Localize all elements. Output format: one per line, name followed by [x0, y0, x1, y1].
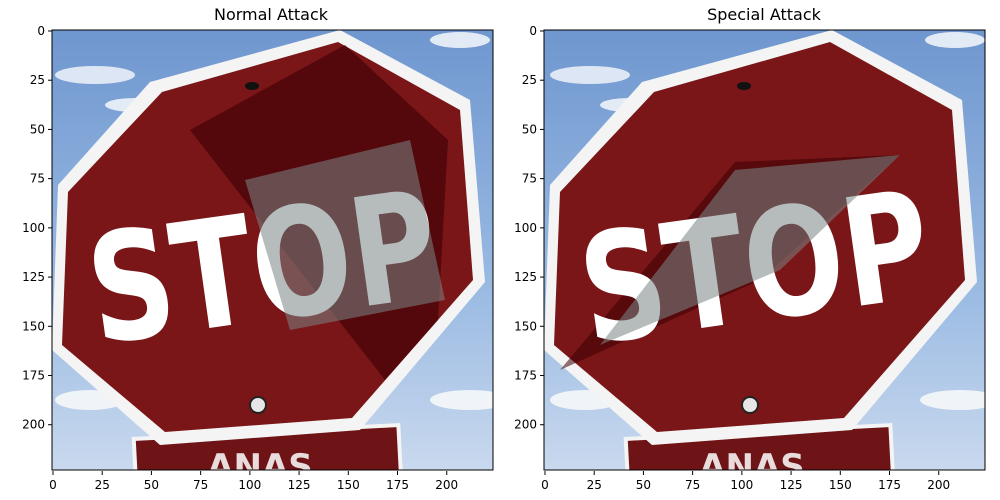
x-tick-label: 50 [144, 478, 159, 492]
y-axis: 0 25 50 75 100 125 150 175 200 [514, 24, 544, 432]
x-tick-label: 175 [878, 478, 901, 492]
y-tick-label: 75 [30, 172, 45, 186]
y-tick-label: 0 [529, 24, 537, 38]
x-tick-label: 100 [730, 478, 753, 492]
y-tick-label: 25 [30, 73, 45, 87]
y-tick-label: 175 [22, 369, 45, 383]
y-tick-label: 100 [514, 221, 537, 235]
lower-sign-text: ANAS [699, 447, 805, 487]
x-tick-label: 200 [435, 478, 458, 492]
y-tick-label: 125 [514, 270, 537, 284]
x-tick-label: 200 [927, 478, 950, 492]
x-axis: 0 25 50 75 100 125 150 175 200 [541, 471, 950, 492]
y-tick-label: 200 [514, 418, 537, 432]
stop-sign-image: ANAS STOP [52, 30, 493, 487]
y-tick-label: 0 [37, 24, 45, 38]
x-tick-label: 175 [386, 478, 409, 492]
y-tick-label: 175 [514, 369, 537, 383]
y-tick-label: 125 [22, 270, 45, 284]
x-tick-label: 0 [49, 478, 57, 492]
x-axis: 0 25 50 75 100 125 150 175 200 [49, 471, 458, 492]
x-tick-label: 0 [541, 478, 549, 492]
x-tick-label: 75 [685, 478, 700, 492]
y-tick-label: 25 [522, 73, 537, 87]
panel-title: Special Attack [707, 5, 822, 24]
lower-sign-text: ANAS [207, 447, 313, 487]
x-tick-label: 125 [288, 478, 311, 492]
x-tick-label: 50 [636, 478, 651, 492]
panel-title: Normal Attack [214, 5, 329, 24]
axes-frame [543, 29, 986, 471]
y-tick-label: 50 [30, 122, 45, 136]
y-tick-label: 100 [22, 221, 45, 235]
x-tick-label: 25 [95, 478, 110, 492]
y-tick-label: 150 [22, 319, 45, 333]
stop-sign-image: ANAS STOP [544, 30, 985, 487]
x-tick-label: 150 [829, 478, 852, 492]
y-tick-label: 150 [514, 319, 537, 333]
y-tick-label: 50 [522, 122, 537, 136]
y-axis: 0 25 50 75 100 125 150 175 200 [22, 24, 52, 432]
x-tick-label: 25 [587, 478, 602, 492]
x-tick-label: 100 [238, 478, 261, 492]
x-tick-label: 125 [780, 478, 803, 492]
x-tick-label: 150 [337, 478, 360, 492]
panel-special-attack: Special Attack ANAS STOP 0 25 50 75 100 125 15… [514, 5, 986, 492]
axes-frame [51, 29, 494, 471]
y-tick-label: 200 [22, 418, 45, 432]
y-tick-label: 75 [522, 172, 537, 186]
panel-normal-attack: Normal Attack ANAS STOP [22, 5, 494, 492]
x-tick-label: 75 [193, 478, 208, 492]
